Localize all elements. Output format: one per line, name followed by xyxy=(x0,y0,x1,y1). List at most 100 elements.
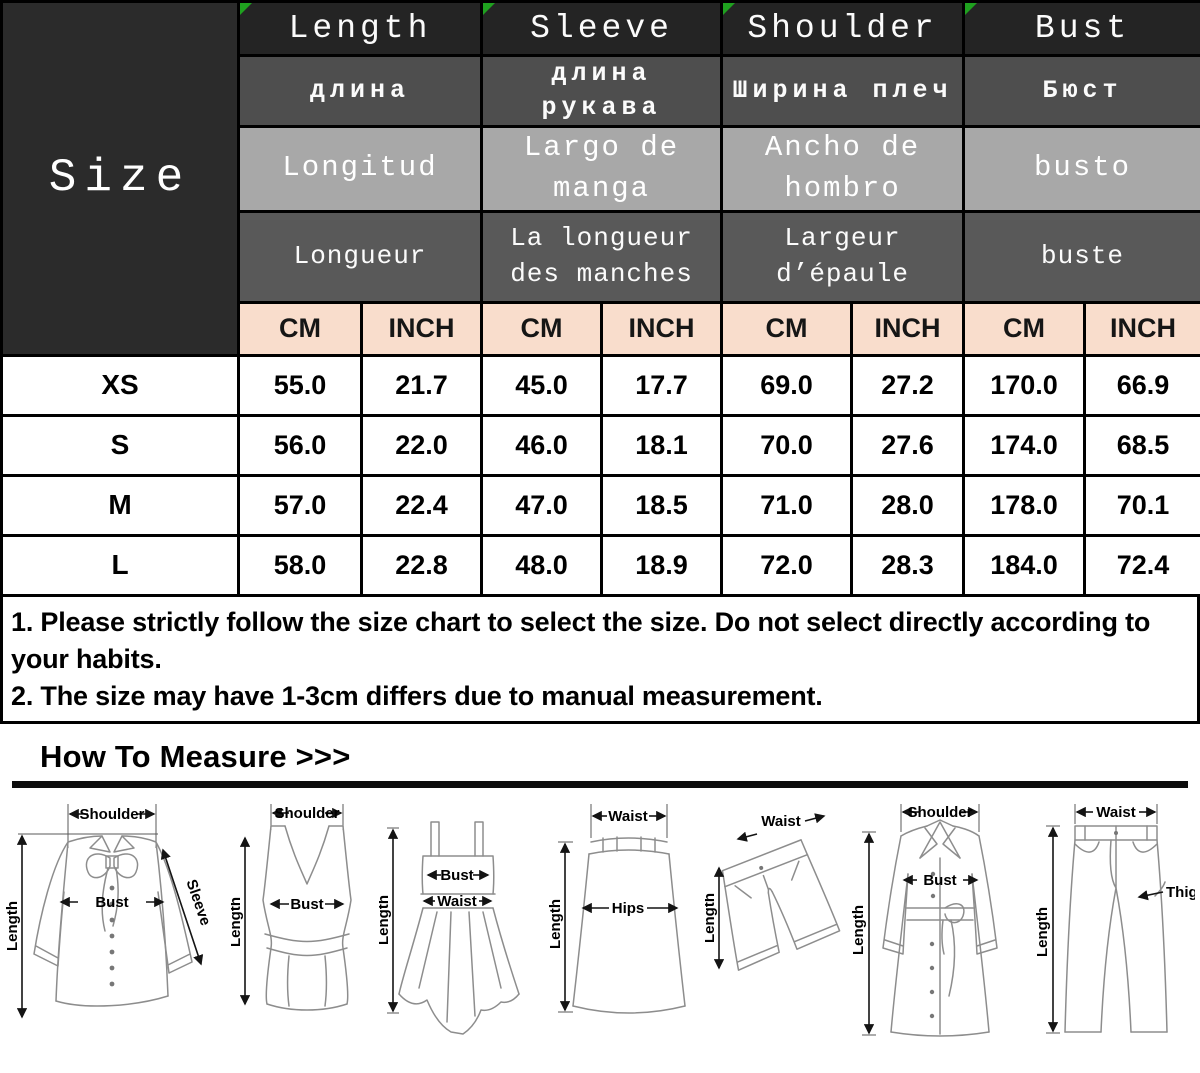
size-header-cell: Size xyxy=(0,0,240,357)
unit-bust-inch: INCH xyxy=(1083,300,1200,357)
blouse-bust-label: Bust xyxy=(95,894,128,911)
header-bust-en-label: Bust xyxy=(1034,10,1131,47)
jeans-measure-diagram: Waist Length Thigh xyxy=(1035,803,1195,1033)
value-cell: 27.6 xyxy=(850,413,966,477)
header-shoulder-fr: Largeur d’épaule xyxy=(720,209,966,304)
value-cell: 57.0 xyxy=(237,473,363,537)
value-cell: 47.0 xyxy=(480,473,604,537)
dress-measure-diagram: Length Bust Waist xyxy=(379,820,520,1035)
header-length-ru: длина xyxy=(236,54,484,128)
dress-bust-label: Bust xyxy=(440,867,473,884)
dress-length-label: Length xyxy=(379,895,392,945)
header-bust-ru: Бюст xyxy=(962,54,1200,128)
tank-shoulder-label: Shoulder xyxy=(274,805,339,822)
green-corner-flag xyxy=(966,4,978,15)
value-cell: 22.0 xyxy=(359,413,484,477)
tank-bust-label: Bust xyxy=(290,896,323,913)
blouse-measure-diagram: Length Shoulder Bust Sleeve xyxy=(6,803,214,1019)
value-cell: 68.5 xyxy=(1083,413,1200,477)
value-cell: 56.0 xyxy=(237,413,363,477)
value-cell: 48.0 xyxy=(480,533,604,597)
note-line-2: 2. The size may have 1-3cm differs due t… xyxy=(11,680,823,711)
value-cell: 55.0 xyxy=(237,353,363,417)
coat-outline xyxy=(882,818,998,1037)
note-line-1: 1. Please strictly follow the size chart… xyxy=(11,606,1151,674)
green-corner-flag xyxy=(724,4,736,15)
value-cell: 22.8 xyxy=(359,533,484,597)
value-cell: 184.0 xyxy=(962,533,1087,597)
header-shoulder-en-label: Shoulder xyxy=(747,10,938,47)
header-sleeve-en-label: Sleeve xyxy=(530,10,673,47)
table-row-m: M 57.0 22.4 47.0 18.5 71.0 28.0 178.0 70… xyxy=(0,473,1200,537)
unit-sleeve-cm: CM xyxy=(480,300,604,357)
coat-length-label: Length xyxy=(850,905,867,955)
header-sleeve-es: Largo de manga xyxy=(480,124,724,213)
unit-shoulder-cm: CM xyxy=(720,300,854,357)
coat-bust-label: Bust xyxy=(923,872,956,889)
green-corner-flag xyxy=(241,4,252,15)
blouse-length-label: Length xyxy=(6,901,21,951)
shorts-outline xyxy=(721,838,841,971)
shorts-length-label: Length xyxy=(705,893,718,943)
value-cell: 27.2 xyxy=(850,353,966,417)
header-sleeve-fr: La longueur des manches xyxy=(480,209,724,304)
jeans-outline xyxy=(1064,824,1168,1033)
header-length-fr: Longueur xyxy=(236,209,484,304)
unit-sleeve-inch: INCH xyxy=(600,300,724,357)
value-cell: 22.4 xyxy=(359,473,484,537)
header-shoulder-es: Ancho de hombro xyxy=(720,124,966,213)
coat-shoulder-label: Shoulder xyxy=(907,804,972,821)
shorts-measure-diagram: Waist Length xyxy=(705,813,841,971)
skirt-measure-diagram: Waist Length Hips xyxy=(547,803,686,1014)
table-row-l: L 58.0 22.8 48.0 18.9 72.0 28.3 184.0 72… xyxy=(0,533,1200,597)
row-label-xs: XS xyxy=(0,353,240,417)
table-row-s: S 56.0 22.0 46.0 18.1 70.0 27.6 174.0 68… xyxy=(0,413,1200,477)
value-cell: 66.9 xyxy=(1083,353,1200,417)
blouse-outline xyxy=(33,834,193,1007)
header-length-en-label: Length xyxy=(288,10,432,47)
header-sleeve-ru: длина рукава xyxy=(480,54,724,128)
header-sleeve-en: Sleeve xyxy=(480,0,724,57)
value-cell: 18.1 xyxy=(600,413,724,477)
divider-rule xyxy=(12,780,1188,788)
value-cell: 70.0 xyxy=(720,413,854,477)
value-cell: 18.5 xyxy=(600,473,724,537)
header-shoulder-ru: Ширина плеч xyxy=(720,54,966,128)
tank-top-measure-diagram: Shoulder Length Bust xyxy=(231,803,352,1011)
value-cell: 28.3 xyxy=(850,533,966,597)
how-to-measure-diagrams: Length Shoulder Bust Sleeve xyxy=(0,788,1200,1048)
unit-shoulder-inch: INCH xyxy=(850,300,966,357)
header-bust-en: Bust xyxy=(962,0,1200,57)
unit-length-inch: INCH xyxy=(359,300,484,357)
green-corner-flag xyxy=(484,4,496,15)
value-cell: 69.0 xyxy=(720,353,854,417)
header-length-es: Longitud xyxy=(236,124,484,213)
value-cell: 72.4 xyxy=(1083,533,1200,597)
value-cell: 28.0 xyxy=(850,473,966,537)
row-label-s: S xyxy=(0,413,240,477)
value-cell: 58.0 xyxy=(237,533,363,597)
row-label-l: L xyxy=(0,533,240,597)
shorts-waist-label: Waist xyxy=(761,813,800,830)
unit-length-cm: CM xyxy=(237,300,363,357)
skirt-outline xyxy=(572,835,686,1014)
size-chart-section: Size Length Sleeve Shoulder Bust длина д… xyxy=(0,0,1200,597)
skirt-hips-label: Hips xyxy=(612,900,645,917)
header-length-en: Length xyxy=(236,0,484,57)
skirt-length-label: Length xyxy=(547,899,564,949)
unit-bust-cm: CM xyxy=(962,300,1087,357)
value-cell: 21.7 xyxy=(359,353,484,417)
header-bust-fr: buste xyxy=(962,209,1200,304)
blouse-shoulder-label: Shoulder xyxy=(79,806,144,823)
how-to-measure-title: How To Measure >>> xyxy=(40,738,351,774)
coat-measure-diagram: Shoulder Length Bust xyxy=(850,803,998,1037)
table-row-xs: XS 55.0 21.7 45.0 17.7 69.0 27.2 170.0 6… xyxy=(0,353,1200,417)
jeans-length-label: Length xyxy=(1035,907,1051,957)
value-cell: 46.0 xyxy=(480,413,604,477)
tank-top-outline xyxy=(262,824,352,1011)
value-cell: 72.0 xyxy=(720,533,854,597)
value-cell: 70.1 xyxy=(1083,473,1200,537)
jeans-waist-label: Waist xyxy=(1096,804,1135,821)
value-cell: 17.7 xyxy=(600,353,724,417)
skirt-waist-label: Waist xyxy=(608,808,647,825)
